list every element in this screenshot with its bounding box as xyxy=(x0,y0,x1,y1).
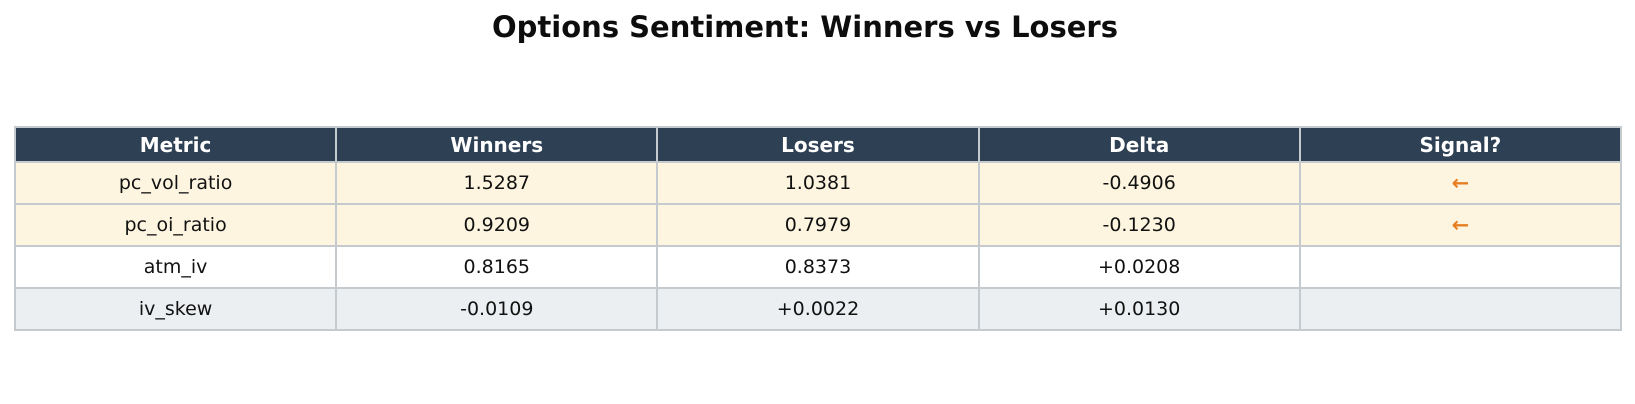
losers-cell: +0.0022 xyxy=(656,287,980,331)
table-row-pc-vol-ratio: pc_vol_ratio 1.5287 1.0381 -0.4906 ← xyxy=(13,161,1623,205)
table-body: pc_vol_ratio 1.5287 1.0381 -0.4906 ← pc_… xyxy=(13,161,1623,331)
metric-cell: iv_skew xyxy=(13,287,338,331)
winners-cell: 0.8165 xyxy=(335,245,659,289)
column-header-losers: Losers xyxy=(656,126,980,163)
delta-cell: -0.1230 xyxy=(977,203,1301,247)
options-sentiment-table: Metric Winners Losers Delta Signal? pc_v… xyxy=(13,126,1623,331)
losers-cell: 1.0381 xyxy=(656,161,980,205)
signal-left-arrow-icon: ← xyxy=(1298,161,1623,205)
winners-cell: 0.9209 xyxy=(335,203,659,247)
delta-cell: -0.4906 xyxy=(977,161,1301,205)
delta-cell: +0.0130 xyxy=(977,287,1301,331)
metric-cell: atm_iv xyxy=(13,245,338,289)
column-header-delta: Delta xyxy=(977,126,1301,163)
column-header-signal: Signal? xyxy=(1298,126,1623,163)
table-header: Metric Winners Losers Delta Signal? xyxy=(13,126,1623,163)
column-header-metric: Metric xyxy=(13,126,338,163)
winners-cell: 1.5287 xyxy=(335,161,659,205)
losers-cell: 0.7979 xyxy=(656,203,980,247)
column-header-winners: Winners xyxy=(335,126,659,163)
winners-cell: -0.0109 xyxy=(335,287,659,331)
table-row-iv-skew: iv_skew -0.0109 +0.0022 +0.0130 xyxy=(13,287,1623,331)
header-row: Metric Winners Losers Delta Signal? xyxy=(13,126,1623,163)
page-title: Options Sentiment: Winners vs Losers xyxy=(492,10,1118,44)
losers-cell: 0.8373 xyxy=(656,245,980,289)
signal-cell-empty xyxy=(1298,245,1623,289)
table-row-pc-oi-ratio: pc_oi_ratio 0.9209 0.7979 -0.1230 ← xyxy=(13,203,1623,247)
metric-cell: pc_oi_ratio xyxy=(13,203,338,247)
delta-cell: +0.0208 xyxy=(977,245,1301,289)
table-row-atm-iv: atm_iv 0.8165 0.8373 +0.0208 xyxy=(13,245,1623,289)
signal-left-arrow-icon: ← xyxy=(1298,203,1623,247)
metric-cell: pc_vol_ratio xyxy=(13,161,338,205)
signal-cell-empty xyxy=(1298,287,1623,331)
